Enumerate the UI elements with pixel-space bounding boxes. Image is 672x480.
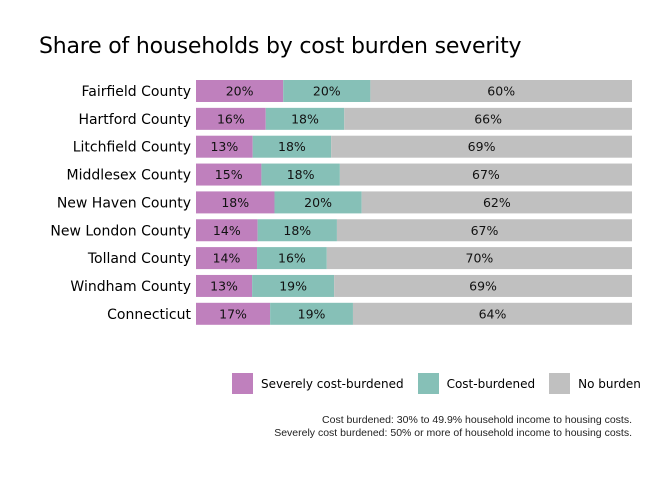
data-label-tolland-county-series-1: 16%	[278, 251, 306, 266]
data-label-new-london-county-series-0: 14%	[213, 223, 241, 238]
caption-line-1: Cost burdened: 30% to 49.9% household in…	[274, 414, 632, 427]
legend-label-no-burden: No burden	[578, 377, 641, 391]
data-label-windham-county-series-1: 19%	[279, 278, 307, 293]
caption-line-2: Severely cost burdened: 50% or more of h…	[274, 427, 632, 440]
data-label-new-haven-county-series-1: 20%	[304, 195, 332, 210]
data-label-hartford-county-series-2: 66%	[474, 111, 502, 126]
stacked-bar-chart: Fairfield County 20% 20% 60% Hartford County…	[0, 0, 672, 360]
data-label-connecticut-series-2: 64%	[479, 306, 507, 321]
legend-swatch-severely	[232, 373, 253, 394]
data-label-fairfield-county-series-0: 20%	[226, 84, 254, 99]
data-label-middlesex-county-series-1: 18%	[287, 167, 315, 182]
category-label-new-london-county: New London County	[50, 223, 191, 239]
data-label-litchfield-county-series-0: 13%	[210, 139, 238, 154]
category-label-new-haven-county: New Haven County	[57, 195, 191, 211]
category-label-middlesex-county: Middlesex County	[66, 168, 191, 184]
caption: Cost burdened: 30% to 49.9% household in…	[274, 414, 632, 440]
data-label-connecticut-series-0: 17%	[219, 306, 247, 321]
legend-label-severely: Severely cost-burdened	[261, 377, 404, 391]
data-label-windham-county-series-2: 69%	[469, 278, 497, 293]
legend-item-severely: Severely cost-burdened	[232, 373, 404, 394]
legend-swatch-cost-burdened	[418, 373, 439, 394]
data-label-tolland-county-series-0: 14%	[213, 251, 241, 266]
data-label-new-london-county-series-1: 18%	[283, 223, 311, 238]
data-label-litchfield-county-series-2: 69%	[468, 139, 496, 154]
data-label-hartford-county-series-1: 18%	[291, 111, 319, 126]
legend-item-cost-burdened: Cost-burdened	[418, 373, 536, 394]
data-label-fairfield-county-series-1: 20%	[313, 84, 341, 99]
legend-swatch-no-burden	[549, 373, 570, 394]
data-label-new-haven-county-series-2: 62%	[483, 195, 511, 210]
data-label-middlesex-county-series-2: 67%	[472, 167, 500, 182]
data-label-fairfield-county-series-2: 60%	[487, 84, 515, 99]
data-label-connecticut-series-1: 19%	[298, 306, 326, 321]
category-label-litchfield-county: Litchfield County	[73, 140, 191, 156]
data-label-middlesex-county-series-0: 15%	[215, 167, 243, 182]
data-label-new-haven-county-series-0: 18%	[221, 195, 249, 210]
legend-label-cost-burdened: Cost-burdened	[447, 377, 536, 391]
data-label-tolland-county-series-2: 70%	[466, 251, 494, 266]
legend: Severely cost-burdened Cost-burdened No …	[232, 373, 655, 394]
data-label-windham-county-series-0: 13%	[210, 278, 238, 293]
data-label-litchfield-county-series-1: 18%	[278, 139, 306, 154]
data-label-hartford-county-series-0: 16%	[217, 111, 245, 126]
category-label-windham-county: Windham County	[70, 279, 191, 295]
category-label-hartford-county: Hartford County	[78, 112, 191, 128]
category-label-fairfield-county: Fairfield County	[81, 84, 191, 100]
category-label-tolland-county: Tolland County	[87, 251, 191, 267]
legend-item-no-burden: No burden	[549, 373, 641, 394]
data-label-new-london-county-series-2: 67%	[471, 223, 499, 238]
category-label-connecticut: Connecticut	[107, 307, 191, 323]
